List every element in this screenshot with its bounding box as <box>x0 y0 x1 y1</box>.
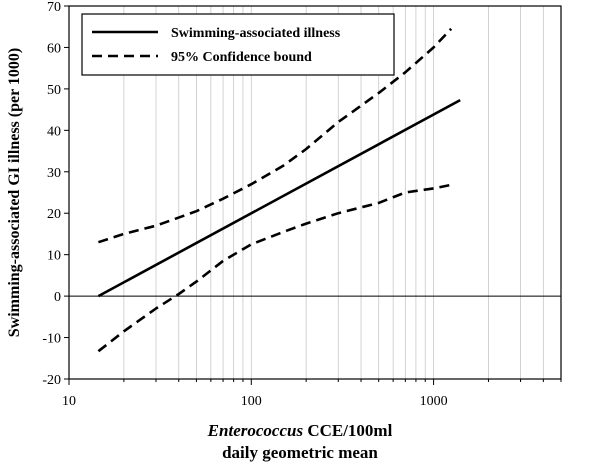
y-tick-label: 60 <box>47 41 61 56</box>
legend-label-confidence: 95% Confidence bound <box>171 50 312 65</box>
y-axis: -20 -10 0 10 20 30 40 50 60 70 <box>42 0 69 388</box>
y-tick-label: 50 <box>47 83 61 98</box>
x-axis: 10 100 1000 <box>62 379 562 409</box>
x-axis-label-organism: Enterococcus <box>207 421 304 440</box>
y-tick-label: 30 <box>47 166 61 181</box>
plot-area <box>68 5 562 380</box>
y-axis-label: Swimming-associated GI illness (per 1000… <box>6 48 23 337</box>
series-line-upper-bound <box>97 27 453 244</box>
y-tick-label: 70 <box>47 0 61 15</box>
y-tick-label: 20 <box>47 207 61 222</box>
x-axis-label-unit: CCE/100ml <box>303 421 393 440</box>
legend-label-illness: Swimming-associated illness <box>171 26 341 41</box>
y-tick-label: -20 <box>42 373 61 388</box>
series-lines <box>97 27 461 353</box>
series-line-illness <box>97 98 461 298</box>
y-tick-label: 10 <box>47 249 61 264</box>
legend-box <box>81 13 395 76</box>
x-axis-label-line2: daily geometric mean <box>222 443 378 462</box>
x-tick-label: 100 <box>241 394 262 409</box>
y-tick-label: -10 <box>42 332 61 347</box>
legend: Swimming-associated illness 95% Confiden… <box>81 13 395 76</box>
x-tick-label: 10 <box>62 394 76 409</box>
y-tick-label: 0 <box>54 290 61 305</box>
x-axis-label: Enterococcus CCE/100ml <box>0 421 600 441</box>
y-tick-label: 40 <box>47 124 61 139</box>
series-line-lower-bound <box>97 182 455 353</box>
x-tick-label: 1000 <box>420 394 448 409</box>
